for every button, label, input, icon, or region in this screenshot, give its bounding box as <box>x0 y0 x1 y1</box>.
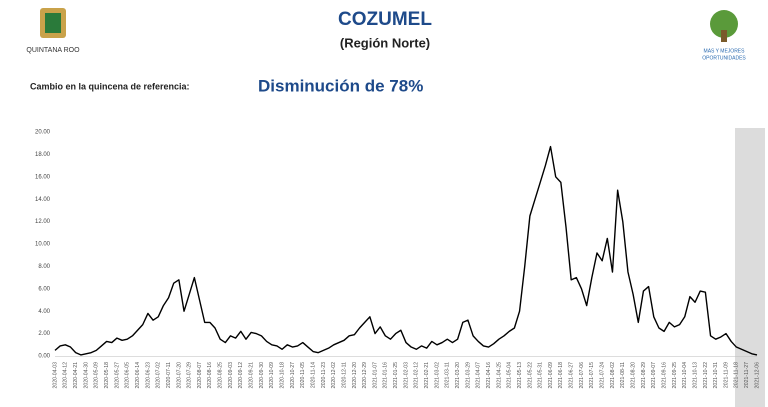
x-tick-label: 2021-08-20 <box>630 362 636 389</box>
x-tick-label: 2021-10-13 <box>692 362 698 389</box>
x-tick-label: 2021-06-09 <box>548 362 554 389</box>
x-tick-label: 2020-09-30 <box>259 362 265 389</box>
x-tick-label: 2021-08-11 <box>620 362 626 388</box>
x-tick-label: 2020-09-12 <box>238 362 244 389</box>
x-tick-label: 2020-09-21 <box>249 362 255 389</box>
right-logo-text: MAS Y MEJORES <box>704 48 746 54</box>
x-tick-label: 2020-09-03 <box>228 362 234 389</box>
x-tick-label: 2021-10-31 <box>713 362 719 389</box>
x-tick-label: 2021-03-11 <box>445 362 451 388</box>
x-tick-label: 2021-05-13 <box>517 362 523 389</box>
x-tick-label: 2020-12-29 <box>362 362 368 389</box>
title: COZUMEL <box>338 9 432 30</box>
x-tick-label: 2021-02-03 <box>403 362 409 389</box>
x-tick-label: 2021-06-27 <box>569 362 575 389</box>
x-tick-label: 2020-07-29 <box>187 362 193 389</box>
x-tick-label: 2021-04-25 <box>496 362 502 389</box>
right-logo-text: OPORTUNIDADES <box>702 55 746 61</box>
x-tick-label: 2020-11-14 <box>310 362 316 388</box>
x-tick-label: 2021-02-21 <box>424 362 430 389</box>
y-tick-label: 4.00 <box>38 309 50 315</box>
x-tick-label: 2020-12-20 <box>352 362 358 389</box>
x-tick-label: 2020-05-18 <box>104 362 110 389</box>
x-tick-label: 2020-04-30 <box>83 362 89 389</box>
x-tick-label: 2021-10-22 <box>703 362 709 389</box>
x-tick-label: 2021-07-15 <box>589 362 595 389</box>
x-tick-label: 2021-08-02 <box>610 362 616 389</box>
x-tick-label: 2021-10-04 <box>682 362 688 389</box>
y-tick-label: 6.00 <box>38 286 50 292</box>
x-tick-label: 2021-07-24 <box>600 362 606 389</box>
x-tick-label: 2021-09-07 <box>651 362 657 389</box>
data-line <box>54 145 758 356</box>
x-tick-label: 2021-06-18 <box>558 362 564 389</box>
x-tick-label: 2020-04-21 <box>73 362 79 389</box>
x-tick-label: 2020-04-12 <box>63 362 69 389</box>
x-tick-label: 2020-11-23 <box>321 362 327 388</box>
y-tick-label: 18.00 <box>35 152 51 158</box>
x-tick-label: 2020-08-07 <box>197 362 203 389</box>
x-tick-label: 2020-11-05 <box>300 362 306 388</box>
x-tick-label: 2020-05-09 <box>94 362 100 389</box>
x-tick-label: 2021-01-07 <box>372 362 378 389</box>
change-value: Disminución de 78% <box>258 76 423 95</box>
x-tick-label: 2021-11-27 <box>744 362 750 388</box>
x-tick-label: 2021-04-16 <box>486 362 492 389</box>
x-tick-label: 2021-01-16 <box>383 362 389 389</box>
x-tick-label: 2021-02-12 <box>414 362 420 389</box>
x-tick-label: 2021-03-20 <box>455 362 461 389</box>
x-tick-label: 2021-03-02 <box>434 362 440 389</box>
x-tick-label: 2021-05-22 <box>527 362 533 389</box>
x-tick-label: 2020-12-11 <box>341 362 347 388</box>
y-tick-label: 2.00 <box>38 331 50 337</box>
x-tick-label: 2020-06-14 <box>135 362 141 389</box>
x-tick-label: 2021-05-31 <box>538 362 544 389</box>
x-tick-label: 2020-06-05 <box>125 362 131 389</box>
x-tick-label: 2021-11-18 <box>734 362 740 388</box>
x-tick-label: 2021-12-06 <box>754 362 760 389</box>
x-tick-label: 2020-04-03 <box>52 362 58 389</box>
x-tick-label: 2020-07-20 <box>176 362 182 389</box>
x-tick-label: 2021-01-25 <box>393 362 399 389</box>
change-label: Cambio en la quincena de referencia: <box>30 81 190 91</box>
x-tick-label: 2020-10-09 <box>269 362 275 389</box>
x-tick-label: 2020-08-25 <box>218 362 224 389</box>
highlight-region <box>735 128 765 407</box>
right-logo-trunk <box>721 30 727 42</box>
x-tick-label: 2020-12-02 <box>331 362 337 389</box>
x-tick-label: 2021-09-16 <box>661 362 667 389</box>
x-tick-label: 2020-08-16 <box>207 362 213 389</box>
y-tick-label: 14.00 <box>35 197 51 203</box>
x-tick-label: 2020-05-27 <box>114 362 120 389</box>
y-tick-label: 12.00 <box>35 219 51 225</box>
y-tick-label: 20.00 <box>35 130 51 136</box>
subtitle: (Región Norte) <box>340 35 430 50</box>
y-tick-label: 10.00 <box>35 242 51 248</box>
y-tick-label: 16.00 <box>35 174 51 180</box>
y-tick-label: 0.00 <box>38 354 50 360</box>
x-tick-label: 2020-10-18 <box>279 362 285 389</box>
x-tick-label: 2021-07-06 <box>579 362 585 389</box>
x-tick-label: 2021-05-04 <box>507 362 513 389</box>
right-logo-tree <box>710 10 738 38</box>
x-tick-label: 2020-07-11 <box>166 362 172 388</box>
x-tick-label: 2021-03-29 <box>465 362 471 389</box>
x-tick-label: 2021-11-09 <box>723 362 729 388</box>
x-tick-label: 2021-08-29 <box>641 362 647 389</box>
x-tick-label: 2021-04-07 <box>476 362 482 389</box>
y-tick-label: 8.00 <box>38 264 50 270</box>
left-logo-text: QUINTANA ROO <box>26 47 80 54</box>
left-logo-inner <box>45 13 61 33</box>
x-tick-label: 2020-10-27 <box>290 362 296 389</box>
x-tick-label: 2020-06-23 <box>145 362 151 389</box>
x-tick-label: 2020-07-02 <box>156 362 162 389</box>
x-tick-label: 2021-09-25 <box>672 362 678 389</box>
